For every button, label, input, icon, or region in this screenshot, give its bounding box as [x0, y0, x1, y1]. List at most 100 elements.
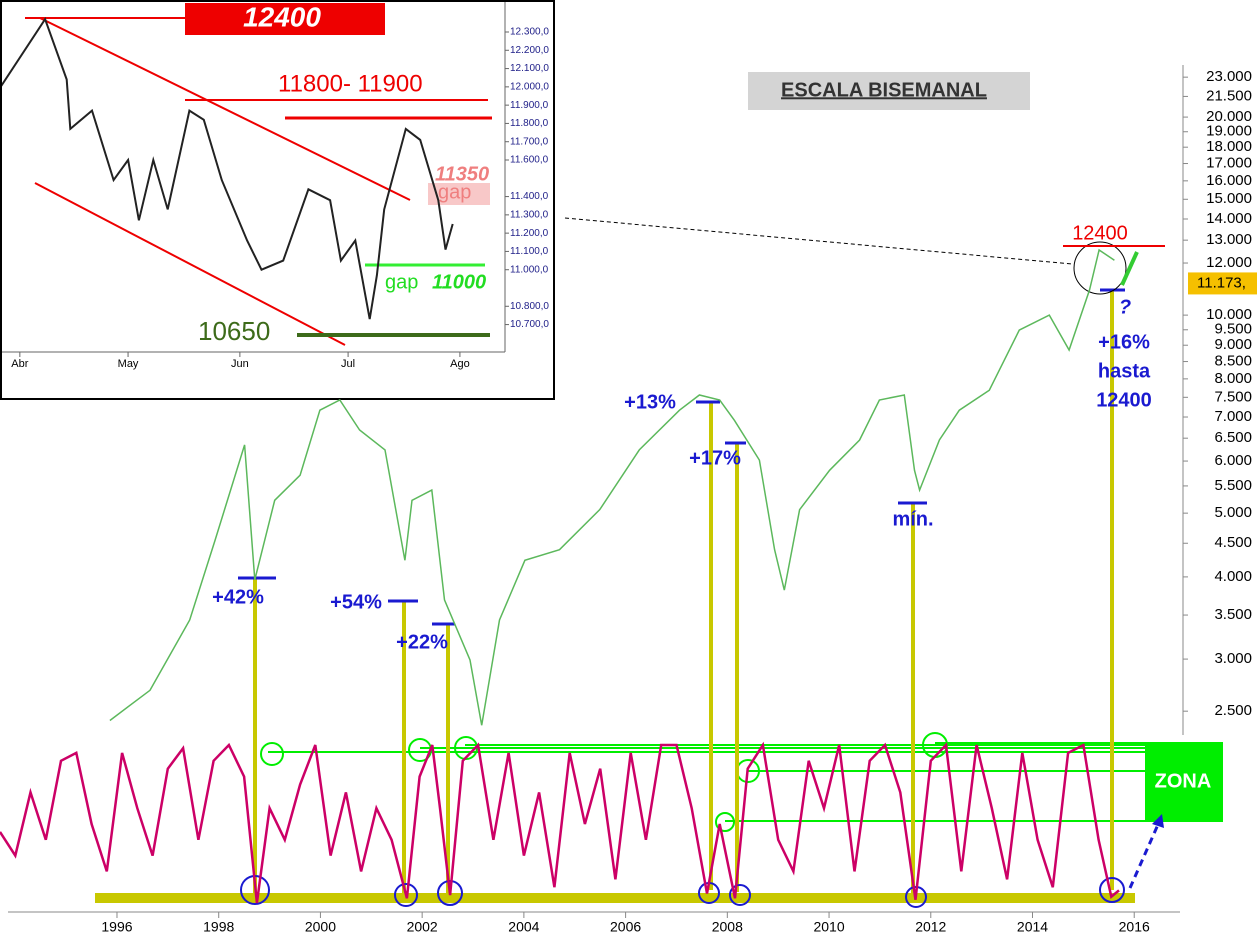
arrow-head	[1152, 814, 1164, 828]
y-tick-label: 23.000	[1206, 68, 1252, 85]
support-label: 10650	[198, 316, 270, 346]
y-tick-label: 10.700,0	[510, 319, 549, 330]
x-tick-label: 2010	[813, 919, 844, 935]
y-tick-label: 18.000	[1206, 138, 1252, 155]
y-tick-label: 13.000	[1206, 231, 1252, 248]
y-tick-label: 6.000	[1214, 452, 1252, 469]
y-tick-label: 5.500	[1214, 477, 1252, 494]
y-tick-label: 17.000	[1206, 154, 1252, 171]
line	[109, 248, 1115, 726]
target-red: 12400	[1072, 222, 1128, 244]
y-tick-label: 11.100,0	[510, 246, 549, 257]
x-tick-label: Jun	[231, 358, 249, 370]
annotation: hasta	[1098, 360, 1151, 382]
x-tick-label: 2004	[508, 919, 539, 935]
y-tick-label: 8.500	[1214, 353, 1252, 370]
title-box	[748, 72, 1030, 110]
y-tick-label: 6.500	[1214, 429, 1252, 446]
line	[0, 16, 454, 320]
y-tick-label: 11.200,0	[510, 228, 549, 239]
y-tick-label: 19.000	[1206, 123, 1252, 140]
annotation: mín.	[892, 508, 933, 530]
trough-lines	[253, 290, 1114, 898]
x-tick-label: 2012	[915, 919, 946, 935]
y-tick-label: 10.800,0	[510, 301, 549, 312]
annotation: +16%	[1098, 331, 1150, 353]
gap-box	[428, 183, 490, 205]
channel-line	[39, 17, 411, 201]
x-tick-label: 1996	[101, 919, 132, 935]
gap-label: 11350	[435, 163, 489, 185]
gap-label: gap	[438, 181, 471, 203]
annotation: 12400	[1096, 389, 1152, 411]
y-tick-label: 12.200,0	[510, 45, 549, 56]
target-label: 12400	[243, 1, 321, 32]
x-tick-label: 2008	[712, 919, 743, 935]
y-tick-label: 11.300,0	[510, 209, 549, 220]
x-tick-label: 2006	[610, 919, 641, 935]
y-tick-label: 3.500	[1214, 606, 1252, 623]
y-tick-label: 5.000	[1214, 504, 1252, 521]
x-tick-label: Jul	[341, 358, 355, 370]
y-tick-label: 10.000	[1206, 306, 1252, 323]
resistance-label: 11800- 11900	[278, 70, 423, 97]
y-tick-label: 12.300,0	[510, 27, 549, 38]
gap-label: 11000	[432, 271, 486, 293]
y-tick-label: 7.000	[1214, 408, 1252, 425]
inset-chart: 12400 11800- 11900 11350 gap gap 11000 1…	[0, 0, 553, 398]
x-tick-label: 1998	[203, 919, 234, 935]
zona-label: ZONA	[1155, 770, 1212, 792]
x-tick-label: 2014	[1017, 919, 1048, 935]
gap-label: gap	[385, 271, 418, 293]
inset-border	[0, 0, 555, 400]
target-box	[185, 3, 385, 35]
x-tick-label: 2016	[1119, 919, 1150, 935]
y-tick-label: 11.600,0	[510, 155, 549, 166]
oscillator-decoration	[0, 288, 1223, 908]
x-tick-label: 2000	[305, 919, 336, 935]
last-price-box	[1188, 272, 1257, 295]
annotation: +42%	[212, 586, 264, 608]
x-tick-label: Abr	[11, 358, 28, 370]
y-tick-label: 20.000	[1206, 108, 1252, 125]
x-tick-label: May	[118, 358, 139, 370]
y-tick-label: 8.000	[1214, 370, 1252, 387]
annotation: +13%	[624, 391, 676, 413]
annotation: +22%	[396, 631, 448, 653]
y-tick-label: 11.900,0	[510, 100, 549, 111]
x-tick-label: Ago	[450, 358, 470, 370]
y-tick-label: 11.700,0	[510, 136, 549, 147]
y-tick-label: 2.500	[1214, 702, 1252, 719]
y-tick-label: 4.500	[1214, 534, 1252, 551]
link-arrow	[564, 217, 1073, 265]
y-tick-label: 12.000	[1206, 254, 1252, 271]
y-tick-label: 4.000	[1214, 568, 1252, 585]
y-tick-label: 3.000	[1214, 650, 1252, 667]
y-tick-label: 14.000	[1206, 210, 1252, 227]
focus-circle	[1073, 241, 1127, 295]
zona-arrow	[1128, 819, 1162, 889]
y-tick-label: 12.100,0	[510, 63, 549, 74]
channel-line	[34, 182, 346, 346]
annotation: +54%	[330, 591, 382, 613]
y-tick-label: 11.000,0	[510, 264, 549, 275]
marker-bars	[238, 288, 1125, 626]
up-slash	[1120, 251, 1139, 286]
x-tick-label: 2002	[407, 919, 438, 935]
bottom-band	[95, 893, 1135, 903]
last-price-label: 11.173,	[1197, 274, 1246, 291]
y-tick-label: 7.500	[1214, 388, 1252, 405]
y-tick-label: 11.800,0	[510, 118, 549, 129]
y-tick-label: 12.000,0	[510, 81, 549, 92]
y-tick-label: 9.500	[1214, 321, 1252, 338]
zone-lines	[260, 732, 1145, 832]
chart-title: ESCALA BISEMANAL	[781, 79, 987, 101]
y-tick-label: 21.500	[1206, 87, 1252, 104]
y-tick-label: 16.000	[1206, 172, 1252, 189]
question: ?	[1119, 296, 1131, 318]
zona-box	[1145, 742, 1223, 822]
y-tick-label: 11.400,0	[510, 191, 549, 202]
line	[0, 741, 1120, 904]
y-tick-label: 15.000	[1206, 190, 1252, 207]
